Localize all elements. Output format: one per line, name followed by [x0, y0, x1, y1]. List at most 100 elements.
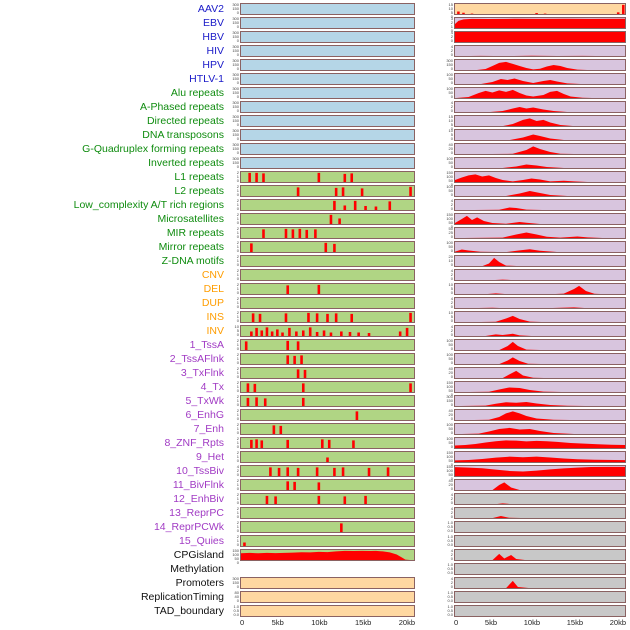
y-axis-tick-label: 4: [450, 198, 453, 203]
y-axis-tick-label: 0.0: [447, 598, 453, 603]
y-axis-tick-label: 2: [236, 534, 239, 539]
y-axis-tick-label: 40: [234, 594, 239, 599]
y-axis-tick-label: 300: [232, 72, 239, 77]
y-axis-tick-label: 0: [236, 528, 239, 533]
y-axis-tick-label: 10: [448, 6, 453, 11]
y-axis-tick-label: 5: [450, 132, 453, 137]
y-axis-tick-label: 0: [236, 318, 239, 323]
y-axis-tick-label: 0: [236, 150, 239, 155]
y-axis-tick-label: 2: [236, 226, 239, 231]
y-axis-tick-label: 4: [450, 548, 453, 553]
track-panel-right: [454, 58, 626, 72]
track-panel-left: [240, 450, 415, 464]
y-axis-ticks: 80 40 0: [227, 590, 240, 604]
track-panel-left: [240, 170, 415, 184]
y-axis-tick-label: 1: [236, 244, 239, 249]
y-axis-tick-label: 0: [450, 192, 453, 197]
y-axis-tick-label: 4: [450, 324, 453, 329]
y-axis-ticks: 10 5 0: [441, 310, 454, 324]
column-gap: [415, 268, 441, 282]
y-axis-tick-label: 0.0: [447, 570, 453, 575]
track-panel-right: [454, 184, 626, 198]
y-axis-tick-label: 0.5: [233, 608, 239, 613]
column-gap: [415, 324, 441, 338]
y-axis-tick-label: 50: [448, 160, 453, 165]
y-axis-ticks: 300 150 0: [227, 30, 240, 44]
y-axis-tick-label: 2: [236, 184, 239, 189]
y-axis-tick-label: 150: [232, 62, 239, 67]
y-axis-tick-label: 0.0: [447, 542, 453, 547]
y-axis-tick-label: 1: [236, 510, 239, 515]
y-axis-tick-label: 0: [236, 24, 239, 29]
y-axis-tick-label: 0: [450, 126, 453, 131]
y-axis-tick-label: 0: [236, 584, 239, 589]
y-axis-tick-label: 15: [448, 114, 453, 119]
y-axis-tick-label: 2: [450, 580, 453, 585]
track-row: HBV 300 150 0 4 2 0: [0, 30, 630, 44]
track-label: EBV: [202, 17, 224, 29]
track-label: HIV: [206, 45, 224, 57]
track-label: Microsatellites: [157, 213, 224, 225]
y-axis-tick-label: 100: [446, 468, 453, 473]
track-panel-right: [454, 16, 626, 30]
track-panel-left: [240, 422, 415, 436]
track-label: DEL: [203, 283, 224, 295]
column-gap: [415, 478, 441, 492]
track-row: 12_EnhBiv 2 1 0 4 2 0: [0, 492, 630, 506]
y-axis-ticks: 150 100 50 0: [441, 380, 454, 397]
y-axis-tick-label: 0: [236, 94, 239, 99]
y-axis-tick-label: 150: [232, 132, 239, 137]
y-axis-tick-label: 50: [448, 356, 453, 361]
y-axis-ticks: 300 150 0: [227, 44, 240, 58]
track-label: L1 repeats: [174, 171, 224, 183]
track-label: 14_ReprPCWk: [153, 521, 224, 533]
track-panel-right: [454, 338, 626, 352]
y-axis-tick-label: 50: [448, 76, 453, 81]
track-label: 8_ZNF_Rpts: [164, 437, 224, 449]
y-axis-tick-label: 0: [450, 318, 453, 323]
track-label: Methylation: [170, 563, 224, 575]
track-row: 1_TssA 2 1 0 100 50 0: [0, 338, 630, 352]
y-axis-tick-label: 4: [450, 30, 453, 35]
track-panel-right: [454, 198, 626, 212]
track-label: A-Phased repeats: [139, 101, 224, 113]
y-axis-tick-label: 4: [450, 268, 453, 273]
y-axis-tick-label: 0: [450, 14, 453, 19]
track-label: CPGisland: [173, 549, 224, 561]
track-row: L1 repeats 2 1 0 150 100 50 0: [0, 170, 630, 187]
y-axis-tick-label: 0: [450, 108, 453, 113]
column-gap: [415, 156, 441, 170]
y-axis-ticks: 40 20 0: [441, 408, 454, 422]
y-axis-tick-label: 150: [232, 20, 239, 25]
y-axis-tick-label: 50: [448, 188, 453, 193]
column-gap: [415, 142, 441, 156]
column-gap: [415, 352, 441, 366]
column-gap: [415, 576, 441, 590]
y-axis-tick-label: 20: [448, 370, 453, 375]
track-panel-right: [454, 324, 626, 338]
y-axis-tick-label: 40: [448, 142, 453, 147]
y-axis-ticks: 150 100 50 0: [227, 548, 240, 565]
y-axis-ticks: 150 100 50 0: [441, 450, 454, 467]
y-axis-tick-label: 300: [232, 44, 239, 49]
y-axis-tick-label: 100: [446, 216, 453, 221]
y-axis-tick-label: 100: [446, 384, 453, 389]
y-axis-tick-label: 2: [236, 380, 239, 385]
y-axis-tick-label: 0: [450, 514, 453, 519]
y-axis-tick-label: 1: [236, 496, 239, 501]
track-panel-right: [454, 254, 626, 268]
y-axis-tick-label: 0: [236, 10, 239, 15]
y-axis-tick-label: 2: [236, 282, 239, 287]
y-axis-tick-label: 0.5: [447, 524, 453, 529]
y-axis-ticks: 10 5 0: [227, 324, 240, 338]
y-axis-tick-label: 150: [446, 464, 453, 469]
track-panel-left: [240, 254, 415, 268]
track-panel-right: [454, 100, 626, 114]
track-label: TAD_boundary: [154, 605, 224, 617]
y-axis-ticks: 300 150 0: [227, 114, 240, 128]
y-axis-tick-label: 2: [236, 468, 239, 473]
